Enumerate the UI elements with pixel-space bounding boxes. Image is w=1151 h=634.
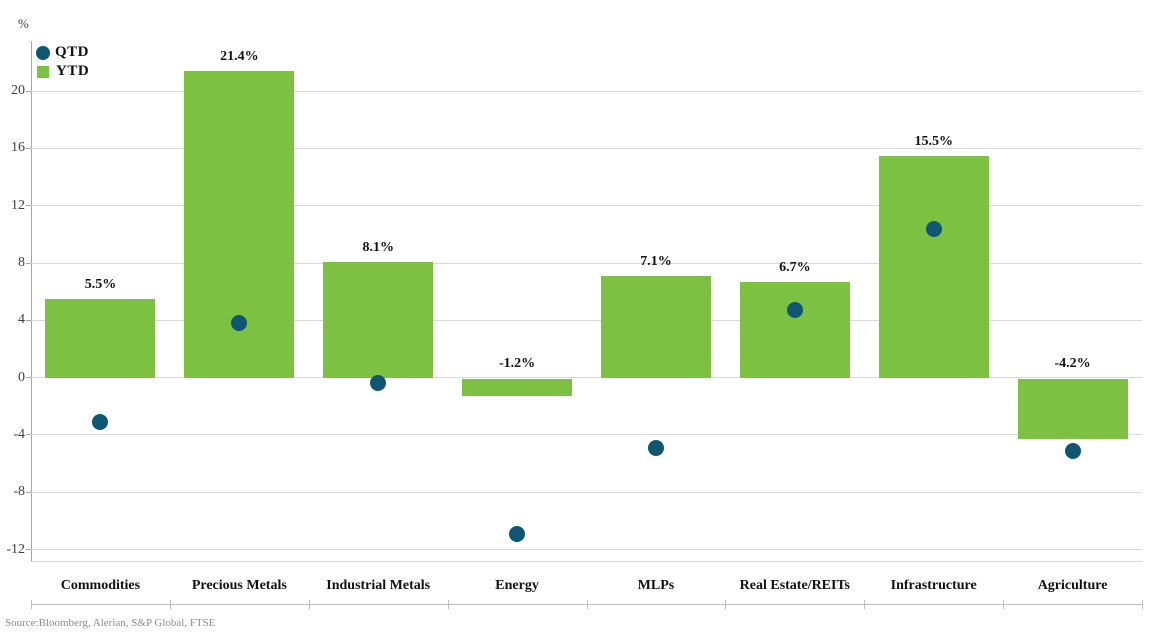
y-axis-unit-label: %: [18, 16, 29, 31]
y-tick-mark: [26, 262, 31, 264]
plot-bottom-border: [31, 561, 1142, 562]
y-tick-label: 8: [18, 255, 25, 271]
bottom-axis-tick: [169, 600, 171, 609]
bottom-axis-tick: [1142, 600, 1143, 609]
gridline: [31, 434, 1142, 436]
y-tick-label: -8: [13, 484, 25, 500]
legend-label-qtd: QTD: [55, 44, 90, 60]
legend-item-qtd: QTD: [36, 43, 89, 62]
qtd-dot-Energy: [509, 525, 526, 542]
category-label-Agriculture: Agriculture: [1037, 578, 1108, 593]
gridline: [31, 262, 1142, 264]
y-tick-mark: [26, 434, 31, 436]
bottom-axis-tick: [31, 600, 32, 609]
y-tick-mark: [26, 549, 31, 551]
gridline: [31, 377, 1142, 379]
y-tick-label: 16: [11, 140, 25, 156]
ytd-bar-Commodities: [45, 298, 156, 378]
y-tick-mark: [26, 90, 31, 92]
category-label-Commodities: Commodities: [60, 578, 141, 593]
ytd-square-icon: [37, 65, 49, 78]
y-tick-label: 20: [11, 83, 25, 99]
gridline: [31, 90, 1142, 92]
qtd-circle-icon: [36, 45, 50, 60]
ytd-bar-Industrial Metals: [323, 261, 434, 378]
gridline: [31, 549, 1142, 551]
y-tick-mark: [26, 319, 31, 321]
qtd-dot-Precious Metals: [231, 315, 248, 332]
y-tick-mark: [26, 147, 31, 149]
y-tick-label: -12: [6, 541, 25, 557]
y-axis-line: [31, 41, 32, 561]
bottom-axis-tick: [308, 600, 310, 609]
category-label-Real Estate/REITs: Real Estate/REITs: [739, 578, 850, 593]
legend: QTD YTD: [36, 43, 89, 81]
bar-value-label: 15.5%: [914, 133, 953, 149]
bottom-axis-tick: [725, 600, 727, 609]
bar-value-label: 21.4%: [220, 49, 259, 65]
category-label-MLPs: MLPs: [637, 578, 675, 593]
ytd-bar-Precious Metals: [184, 71, 295, 378]
legend-item-ytd: YTD: [36, 62, 89, 81]
legend-label-ytd: YTD: [56, 63, 90, 79]
bar-value-label: -4.2%: [1054, 355, 1091, 371]
ytd-bar-Energy: [462, 378, 573, 396]
category-label-Infrastructure: Infrastructure: [890, 578, 977, 593]
qtd-dot-Industrial Metals: [370, 375, 387, 392]
qtd-dot-MLPs: [647, 439, 664, 456]
gridline: [31, 205, 1142, 207]
ytd-bar-Real Estate/REITs: [739, 281, 850, 378]
ytd-bar-Agriculture: [1017, 378, 1128, 439]
bar-value-label: 6.7%: [779, 259, 811, 275]
bar-value-label: 5.5%: [84, 276, 117, 292]
bottom-axis-tick: [1003, 600, 1005, 609]
y-tick-mark: [26, 377, 31, 379]
bar-value-label: 8.1%: [362, 239, 394, 255]
y-tick-label: 12: [11, 197, 25, 213]
gridline: [31, 319, 1142, 321]
bar-value-label: 7.1%: [640, 253, 672, 269]
y-tick-mark: [26, 205, 31, 207]
gridline: [31, 491, 1142, 493]
y-tick-label: 0: [18, 369, 25, 385]
ytd-bar-Infrastructure: [878, 155, 989, 378]
gridline: [31, 147, 1142, 149]
y-tick-mark: [26, 491, 31, 493]
qtd-dot-Real Estate/REITs: [786, 302, 803, 319]
category-label-Industrial Metals: Industrial Metals: [326, 578, 431, 593]
bottom-axis-tick: [447, 600, 449, 609]
qtd-dot-Commodities: [92, 414, 109, 431]
bottom-axis-tick: [864, 600, 866, 609]
category-label-Precious Metals: Precious Metals: [191, 578, 287, 593]
category-label-Energy: Energy: [495, 578, 539, 593]
y-tick-label: 4: [18, 312, 25, 328]
source-note: Source:Bloomberg, Alerian, S&P Global, F…: [5, 617, 216, 629]
ytd-bar-MLPs: [600, 275, 711, 378]
qtd-dot-Agriculture: [1064, 442, 1081, 459]
qtd-dot-Infrastructure: [925, 220, 942, 237]
bottom-axis-tick: [586, 600, 588, 609]
y-tick-label: -4: [13, 426, 25, 442]
bar-value-label: -1.2%: [498, 355, 536, 371]
